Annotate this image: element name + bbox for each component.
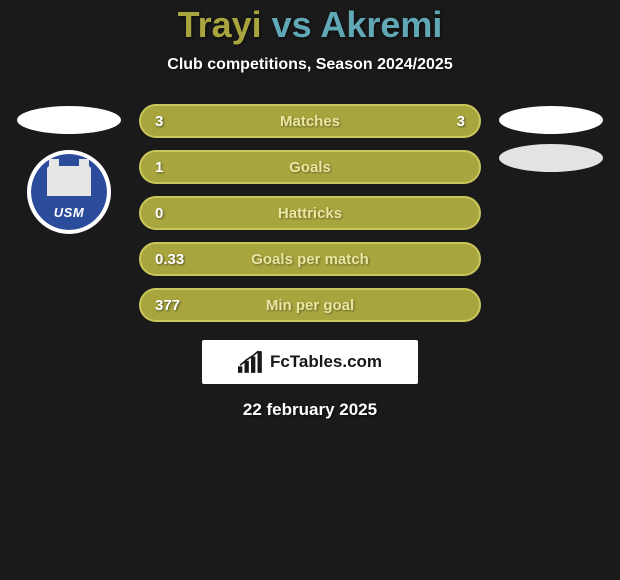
stats-column: 3 Matches 3 1 Goals 0 Hattricks 0.33 Goals per m… [139,104,481,322]
stat-bar: 0.33 Goals per match [139,242,481,276]
date: 22 february 2025 [0,400,620,420]
right-player-ellipse-2 [499,144,603,172]
castle-icon [47,166,91,196]
title-player-right: Akremi [320,4,442,45]
right-player-column [499,104,603,172]
stat-bar: 0 Hattricks [139,196,481,230]
stat-bar: 3 Matches 3 [139,104,481,138]
bar-chart-icon [238,351,264,373]
left-player-badge: USM [27,150,111,234]
stat-bar: 1 Goals [139,150,481,184]
stat-label: Min per goal [266,297,354,314]
stat-label: Matches [280,113,340,130]
stat-label: Hattricks [278,205,342,222]
stat-label: Goals per match [251,251,369,268]
stat-value-left: 1 [155,159,195,176]
page-title: Trayi vs Akremi [0,4,620,46]
left-player-ellipse [17,106,121,134]
watermark: FcTables.com [202,340,418,384]
badge-abbrev: USM [54,205,84,220]
stat-value-right: 3 [425,113,465,130]
watermark-text: FcTables.com [270,352,382,372]
stat-label: Goals [289,159,331,176]
stat-bar: 377 Min per goal [139,288,481,322]
left-player-column: USM [17,104,121,234]
stat-value-left: 377 [155,297,195,314]
content-row: USM 3 Matches 3 1 Goals 0 Hattricks 0.33 Goals p… [0,104,620,322]
right-player-ellipse-1 [499,106,603,134]
stat-value-left: 0.33 [155,251,195,268]
title-player-left: Trayi [178,4,262,45]
badge-inner: USM [31,154,107,230]
infographic-root: Trayi vs Akremi Club competitions, Seaso… [0,0,620,420]
stat-value-left: 0 [155,205,195,222]
title-separator: vs [262,4,321,45]
subtitle: Club competitions, Season 2024/2025 [0,56,620,74]
stat-value-left: 3 [155,113,195,130]
